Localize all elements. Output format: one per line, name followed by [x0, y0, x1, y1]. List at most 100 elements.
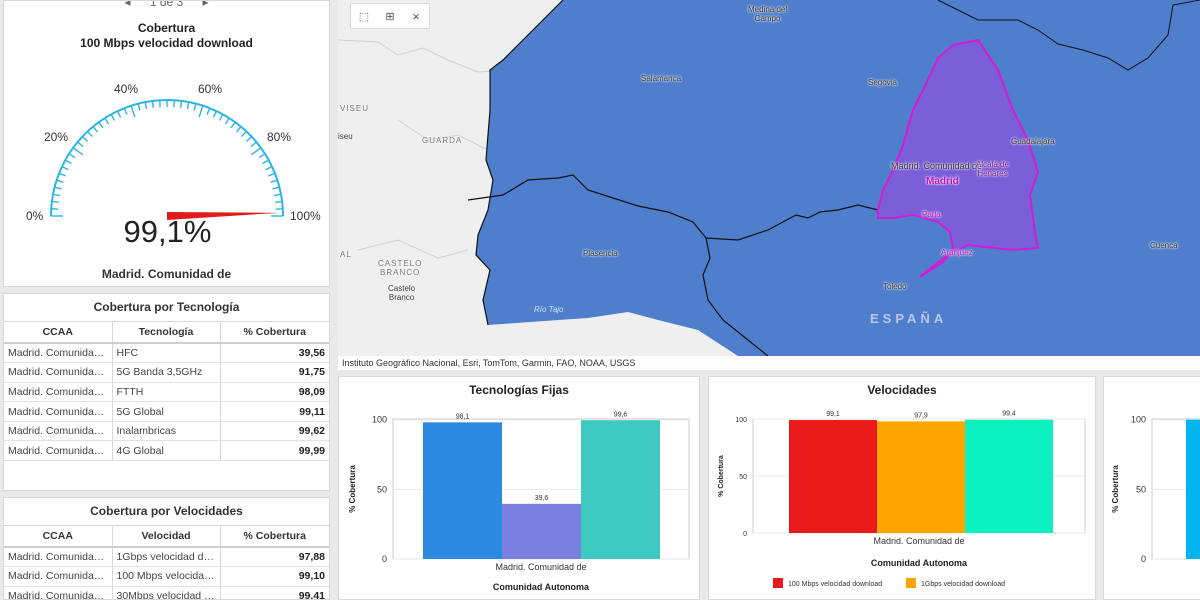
- place-plasencia: Plasencia: [583, 249, 618, 258]
- place-cuenca: Cuenca: [1150, 241, 1178, 250]
- gauge-tick: [137, 103, 141, 111]
- place-madrid: Madrid: [926, 176, 959, 187]
- gauge-tick: [272, 186, 280, 190]
- map-madrid-border: [877, 38, 1040, 278]
- gauge-tick: [270, 179, 278, 183]
- y-tick-label: 50: [1136, 484, 1146, 494]
- table-row[interactable]: Madrid. Comunidad de HFC 39,56: [4, 343, 329, 364]
- table-row[interactable]: Madrid. Comunidad de Inalambricas 99,62: [4, 421, 329, 442]
- cell-cobertura: 39,56: [220, 343, 329, 364]
- col-ccaa[interactable]: CCAA: [4, 322, 113, 344]
- data-label: 39,6: [535, 495, 549, 502]
- gauge-tick-100: 100%: [290, 209, 321, 223]
- chart-plot: 0 50 100 % Cobertura: [1111, 415, 1200, 564]
- map-region-castilla[interactable]: [476, 0, 1200, 356]
- gauge-title-line2: 100 Mbps velocidad download: [80, 36, 253, 50]
- table-row[interactable]: Madrid. Comunidad de 100 Mbps velocidad d…: [4, 566, 329, 587]
- speed-table-title: Cobertura por Velocidades: [4, 498, 329, 526]
- table-row[interactable]: Madrid. Comunidad de 5G Global 99,11: [4, 401, 329, 422]
- y-tick-label: 50: [377, 484, 387, 494]
- gauge-tick: [193, 103, 197, 111]
- gauge-tick: [54, 186, 62, 190]
- chart-title: Velocidades: [867, 383, 937, 397]
- close-icon[interactable]: ×: [412, 8, 420, 24]
- map-toolbar: ⬚ ⊞ ×: [350, 3, 430, 29]
- place-castelo-region-l2: BRANCO: [380, 268, 421, 277]
- gauge-tick: [250, 147, 262, 156]
- y-axis-label: % Cobertura: [1111, 465, 1120, 513]
- col-tecnologia[interactable]: Tecnología: [112, 322, 221, 344]
- place-castelo-region-l1: CASTELO: [378, 259, 423, 268]
- map-attribution: Instituto Geográfico Nacional, Esri, Tom…: [338, 356, 1200, 370]
- gauge-tick: [218, 114, 224, 121]
- place-aranjuez: Aranjuez: [941, 248, 973, 257]
- data-label: 99,1: [826, 411, 840, 418]
- gauge-tick: [273, 193, 282, 197]
- gauge-tick: [235, 126, 242, 133]
- gauge-tick: [212, 110, 218, 118]
- cell-cobertura: 99,62: [220, 421, 329, 442]
- cell-ccaa: Madrid. Comunidad de: [4, 362, 113, 383]
- cell-velocidad: 100 Mbps velocidad download: [112, 566, 221, 587]
- legend-swatch: [773, 578, 783, 588]
- gauge-tick-0: 0%: [26, 209, 44, 223]
- map-view[interactable]: ⬚ ⊞ × Medina del Campo Salamanca Segovia…: [338, 0, 1200, 370]
- bar: [1186, 419, 1200, 559]
- map-region-madrid[interactable]: [878, 40, 1038, 277]
- col-cobertura[interactable]: % Cobertura: [220, 322, 329, 344]
- place-alcala-l2: Henares: [977, 169, 1008, 178]
- col-cobertura[interactable]: % Cobertura: [220, 526, 329, 548]
- gauge-tick: [123, 107, 128, 115]
- gauge-title-line1: Cobertura: [137, 21, 196, 35]
- map-canvas[interactable]: [338, 0, 1200, 370]
- cell-tecnologia: 5G Global: [112, 401, 221, 422]
- bar: [502, 503, 581, 559]
- y-tick-label: 100: [372, 415, 387, 425]
- gauge-tick: [68, 153, 76, 159]
- cell-cobertura: 99,11: [220, 401, 329, 422]
- prev-arrow-icon[interactable]: ◂: [124, 0, 131, 9]
- rect-select-icon[interactable]: ⬚: [358, 10, 370, 23]
- chart-velocidades: Velocidades 0 50 100 % Cobertura 99,1 97,9 99,…: [708, 376, 1096, 600]
- cell-tecnologia: Inalambricas: [112, 421, 221, 442]
- gauge-tick: [61, 165, 69, 171]
- place-castelo-city-l1: Castelo: [388, 284, 416, 293]
- gauge-needle: [166, 212, 279, 220]
- table-row[interactable]: Madrid. Comunidad de 4G Global 99,99: [4, 440, 329, 462]
- gauge-tick: [104, 117, 110, 125]
- gauge-tick: [77, 141, 84, 148]
- gauge-tick: [275, 200, 283, 204]
- data-label: 99,6: [614, 411, 628, 418]
- gauge-tick: [250, 141, 257, 148]
- y-tick-label: 100: [735, 417, 747, 424]
- gauge-tick: [72, 147, 84, 156]
- col-ccaa[interactable]: CCAA: [4, 526, 113, 548]
- col-velocidad[interactable]: Velocidad: [112, 526, 221, 548]
- table-row[interactable]: Madrid. Comunidad de 5G Banda 3,5GHz 91,75: [4, 362, 329, 383]
- cell-cobertura: 99,10: [220, 566, 329, 587]
- bar: [877, 421, 965, 533]
- place-seu: iseu: [338, 132, 353, 141]
- y-tick-label: 0: [1141, 554, 1146, 564]
- place-alcala: Alcalá de Henares: [976, 160, 1009, 178]
- place-medina: Medina del Campo: [748, 5, 787, 23]
- gauge-tick: [87, 130, 93, 138]
- y-tick-label: 0: [743, 531, 747, 538]
- cell-cobertura: 99,99: [220, 440, 329, 462]
- next-arrow-icon[interactable]: ▸: [202, 0, 209, 9]
- table-row[interactable]: Madrid. Comunidad de FTTH 98,09: [4, 382, 329, 403]
- map-border-west: [475, 0, 564, 326]
- map-border-north: [937, 0, 1200, 71]
- gauge-tick: [116, 110, 122, 118]
- pager-text: 1 de 3: [149, 0, 184, 9]
- pager: ◂ 1 de 3 ▸: [4, 0, 329, 9]
- place-tajo: Río Tajo: [534, 305, 564, 314]
- bar: [965, 419, 1053, 533]
- cell-ccaa: Madrid. Comunidad de: [4, 401, 113, 422]
- speed-table-panel: Cobertura por Velocidades CCAA Velocidad…: [3, 497, 330, 600]
- gauge-tick: [206, 107, 211, 115]
- lasso-select-icon[interactable]: ⊞: [385, 10, 395, 23]
- map-border-south: [467, 174, 879, 241]
